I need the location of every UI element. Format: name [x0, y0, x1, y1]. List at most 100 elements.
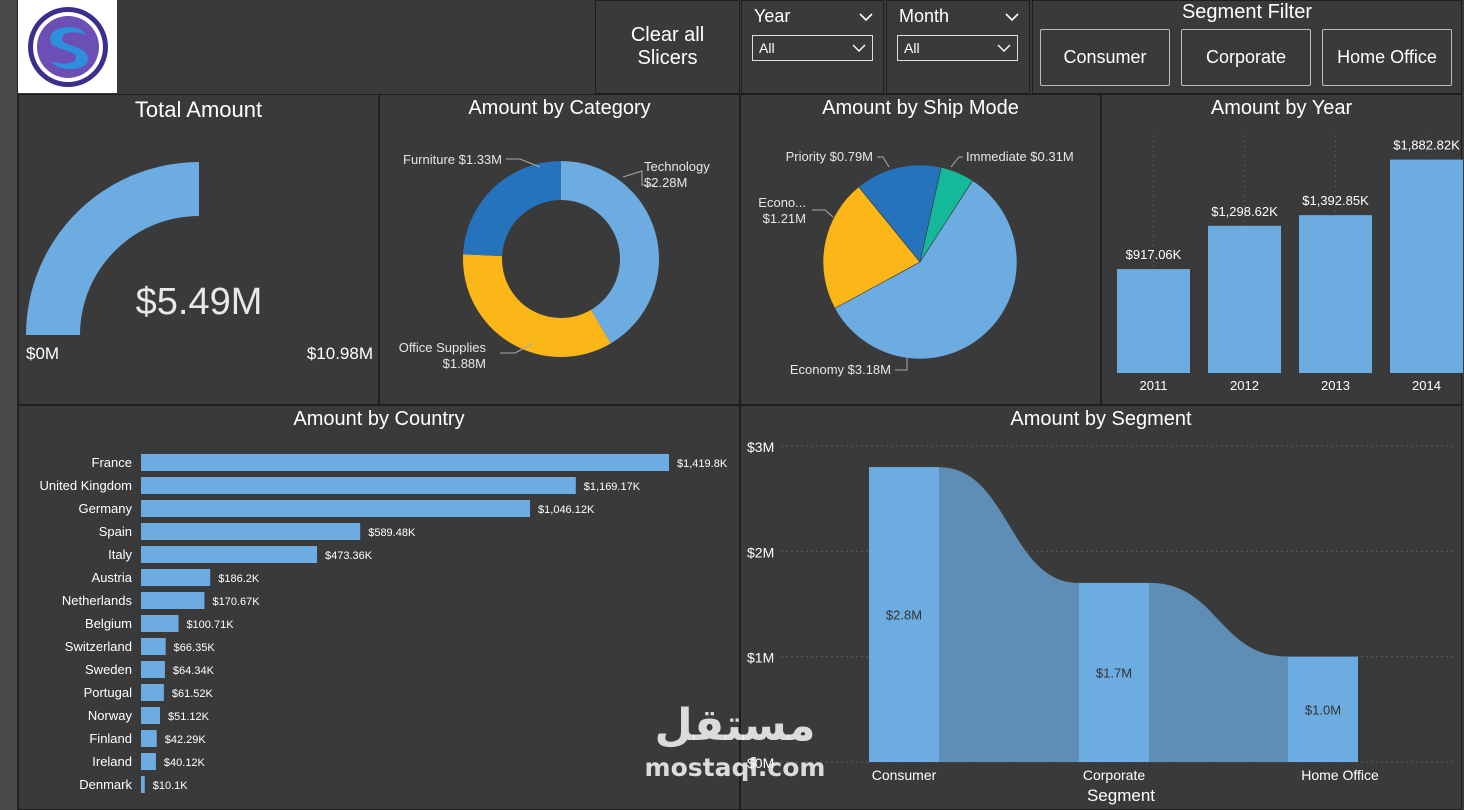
country-bar-switzerland[interactable] [141, 638, 166, 655]
year-dropdown[interactable]: All [752, 35, 873, 61]
donut-slice-office-supplies[interactable] [463, 254, 611, 357]
pie-slice-economy[interactable] [834, 180, 1018, 360]
country-label: United Kingdom [40, 478, 133, 493]
shipmode-label-economy-plus-name: Econo... [758, 195, 806, 210]
leader-line [500, 342, 535, 354]
country-label: France [92, 455, 132, 470]
segment-bar-corporate[interactable] [1079, 582, 1149, 762]
year-bar-2011[interactable] [1117, 269, 1190, 373]
clear-label-line1: Clear all [630, 24, 705, 46]
leader-line [622, 170, 655, 186]
month-slicer: Month All [886, 0, 1030, 94]
country-label: Ireland [92, 754, 132, 769]
country-value-label: $473.36K [325, 550, 373, 562]
country-value-label: $1,046.12K [538, 504, 595, 516]
gauge-max-label: $10.98M [307, 344, 373, 363]
year-slicer-label: Year [754, 6, 791, 26]
segment-button-home-office[interactable]: Home Office [1322, 29, 1452, 86]
country-bar-ireland[interactable] [141, 753, 156, 770]
segment-ribbon-chart: $0M $1M $2M $3M $2.8M Consumer $1.7M Corporate $… [747, 439, 1456, 805]
segment-chart-title: Amount by Segment [1010, 408, 1192, 430]
leader-line [895, 357, 908, 371]
country-bar-france[interactable] [141, 454, 669, 471]
country-label: Italy [108, 547, 132, 562]
country-bar-germany[interactable] [141, 500, 531, 517]
segment-ytick-label: $1M [747, 650, 774, 666]
year-bar-label: $1,392.85K [1302, 193, 1369, 208]
country-bar-belgium[interactable] [141, 615, 179, 632]
country-label: Portugal [84, 685, 133, 700]
country-value-label: $186.2K [218, 573, 260, 585]
year-slicer: Year All [741, 0, 884, 94]
country-label: Netherlands [62, 593, 133, 608]
gauge-arc [26, 162, 199, 335]
country-bar-portugal[interactable] [141, 684, 164, 701]
shipmode-label-economy: Economy $3.18M [790, 362, 891, 377]
year-bar-2014[interactable] [1390, 159, 1463, 373]
shipmode-label-economy-plus-value: $1.21M [763, 211, 806, 226]
chevron-down-icon [997, 40, 1011, 56]
donut-slice-furniture[interactable] [463, 161, 561, 257]
segment-xaxis-title: Segment [1087, 786, 1155, 805]
country-bar-sweden[interactable] [141, 661, 165, 678]
country-bar-italy[interactable] [141, 546, 318, 563]
country-panel: Amount by Country France $1,419.8K United … [18, 405, 740, 810]
country-label: Spain [99, 524, 132, 539]
year-bar-label: $1,882.82K [1393, 138, 1460, 153]
left-edge-strip [0, 0, 18, 810]
year-dropdown-value: All [759, 40, 775, 56]
segment-xtick-label: Corporate [1083, 767, 1145, 783]
country-label: Denmark [79, 777, 132, 792]
segment-ribbon [939, 467, 1079, 762]
year-bar-2012[interactable] [1208, 225, 1281, 373]
shipmode-pie-chart: Immediate $0.31M Economy $3.18M Econo...$1… [758, 149, 1074, 377]
total-amount-title: Total Amount [134, 97, 263, 122]
category-title: Amount by Category [468, 97, 651, 119]
year-tick-label: 2013 [1321, 378, 1350, 393]
donut-slice-technology[interactable] [561, 161, 659, 344]
shipmode-label-immediate: Immediate $0.31M [966, 149, 1074, 164]
country-value-label: $100.71K [186, 619, 234, 631]
country-label: Finland [89, 731, 132, 746]
country-label: Belgium [85, 616, 132, 631]
country-bar-netherlands[interactable] [141, 592, 205, 609]
country-value-label: $1,419.8K [677, 458, 728, 470]
country-value-label: $51.12K [168, 711, 210, 723]
segment-button-corporate[interactable]: Corporate [1181, 29, 1311, 86]
category-label-furniture: Furniture $1.33M [403, 152, 502, 167]
segment-xtick-label: Consumer [872, 767, 937, 783]
country-label: Switzerland [65, 639, 132, 654]
pie-slice-economy-plus[interactable] [822, 186, 921, 309]
country-bar-united-kingdom[interactable] [141, 477, 576, 494]
country-bar-denmark[interactable] [141, 776, 145, 793]
month-dropdown-value: All [904, 40, 920, 56]
segment-ytick-label: $0M [747, 755, 774, 771]
chevron-down-icon [852, 40, 866, 56]
segment-filter-title: Segment Filter [1181, 1, 1313, 23]
segment-panel: Amount by Segment $0M $1M $2M $3M $2.8M Consu… [740, 405, 1462, 810]
country-bar-norway[interactable] [141, 707, 161, 724]
month-slicer-label: Month [899, 6, 950, 26]
year-bar-2013[interactable] [1299, 215, 1372, 373]
year-bar-chart: $917.06K 2011 $1,298.62K 2012 $1,392.85K 2013… [1117, 135, 1463, 393]
year-chart-title: Amount by Year [1210, 97, 1353, 119]
country-value-label: $589.48K [368, 527, 416, 539]
category-label-office-supplies-value: $1.88M [443, 356, 486, 371]
segment-bar-home-office[interactable] [1288, 656, 1358, 762]
segment-button-consumer[interactable]: Consumer [1040, 29, 1170, 86]
country-bar-finland[interactable] [141, 730, 157, 747]
shipmode-panel: Amount by Ship Mode Immediate $0.31M Econ… [740, 94, 1101, 405]
total-amount-panel: Total Amount $5.49M $0M $10.98M [18, 94, 379, 405]
country-label: Germany [79, 501, 133, 516]
country-bar-austria[interactable] [141, 569, 211, 586]
pie-slice-priority[interactable] [858, 164, 942, 263]
chevron-down-icon[interactable] [1005, 6, 1019, 27]
segment-filter-panel: Segment Filter Consumer Corporate Home O… [1032, 0, 1462, 94]
country-value-label: $64.34K [173, 665, 215, 677]
month-dropdown[interactable]: All [897, 35, 1018, 61]
chevron-down-icon[interactable] [859, 6, 873, 27]
country-bar-spain[interactable] [141, 523, 361, 540]
category-label-office-supplies-name: Office Supplies [399, 340, 487, 355]
segment-bar-consumer[interactable] [869, 467, 939, 762]
clear-all-slicers-button[interactable]: Clear all Slicers [595, 0, 740, 94]
